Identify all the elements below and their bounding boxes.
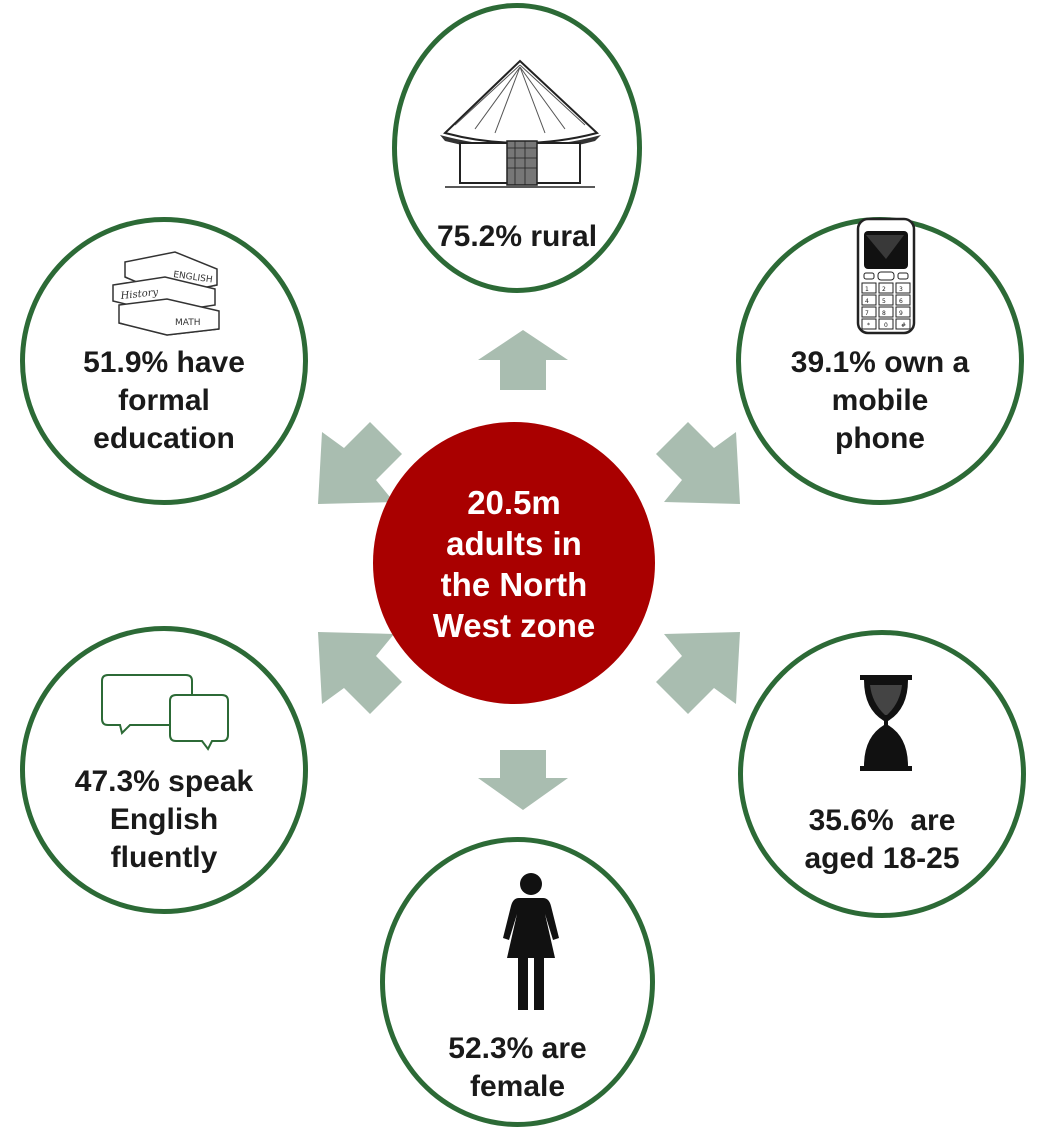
education-line: formal (118, 384, 210, 417)
keypad-key: 3 (899, 286, 903, 293)
book-label: MATH (175, 318, 201, 328)
keypad-key: 1 (865, 286, 869, 293)
keypad-key: 9 (899, 310, 903, 317)
education-label: 51.9% have formal education (25, 344, 303, 458)
center-line: adults in (446, 525, 582, 562)
keypad-key: * (867, 322, 870, 329)
age-line: aged 18-25 (804, 842, 960, 875)
node-female: 52.3% are female (380, 837, 655, 1127)
woman-icon (503, 873, 559, 1010)
arrow-down-left (318, 632, 402, 714)
keypad-key: 5 (882, 298, 886, 305)
mobile-phone-icon: 1 2 3 4 5 6 7 8 9 * 0 # (856, 217, 916, 335)
female-label: 52.3% are female (385, 1030, 650, 1106)
center-line: the North (440, 566, 588, 603)
age-label: 35.6% are aged 18-25 (743, 802, 1021, 878)
center-line: West zone (432, 607, 596, 644)
center-label: 20.5m adults in the North West zone (373, 482, 655, 646)
arrow-up-left (318, 422, 402, 504)
english-line: English (109, 803, 219, 836)
node-education: ENGLISH History MATH 51.9% have formal e… (20, 217, 308, 505)
arrow-up-right (656, 422, 740, 504)
keypad-key: # (901, 322, 906, 329)
arrow-up (478, 330, 568, 390)
education-line: 51.9% have (83, 346, 245, 379)
keypad-key: 0 (884, 322, 888, 329)
keypad-key: 2 (882, 286, 886, 293)
speech-bubbles-icon (101, 674, 229, 751)
node-phone: 1 2 3 4 5 6 7 8 9 * 0 # 39.1% own a mobi… (736, 217, 1024, 505)
english-line: 47.3% speak (74, 765, 254, 798)
education-line: education (93, 422, 235, 455)
node-rural: 75.2% rural (392, 3, 642, 293)
hourglass-icon (860, 675, 912, 771)
arrow-down-right (656, 632, 740, 714)
english-line: fluently (110, 841, 218, 874)
phone-line: 39.1% own a (790, 346, 970, 379)
keypad-key: 6 (899, 298, 903, 305)
phone-line: phone (835, 422, 925, 455)
female-line: female (469, 1070, 566, 1103)
rural-line: 75.2% rural (436, 220, 598, 253)
book-label: History (119, 287, 159, 302)
english-label: 47.3% speak English fluently (25, 763, 303, 877)
center-line: 20.5m (467, 484, 561, 521)
center-circle: 20.5m adults in the North West zone (373, 422, 655, 704)
age-line: 35.6% are (808, 804, 956, 837)
phone-line: mobile (831, 384, 929, 417)
node-age: 35.6% are aged 18-25 (738, 630, 1026, 918)
rural-label: 75.2% rural (397, 218, 637, 256)
arrow-down (478, 750, 568, 810)
female-line: 52.3% are (448, 1032, 587, 1065)
keypad-key: 7 (865, 310, 869, 317)
phone-label: 39.1% own a mobile phone (741, 344, 1019, 458)
books-icon: ENGLISH History MATH (112, 251, 220, 336)
keypad-key: 8 (882, 310, 886, 317)
hut-icon (440, 59, 601, 188)
keypad-key: 4 (865, 298, 869, 305)
node-english: 47.3% speak English fluently (20, 626, 308, 914)
